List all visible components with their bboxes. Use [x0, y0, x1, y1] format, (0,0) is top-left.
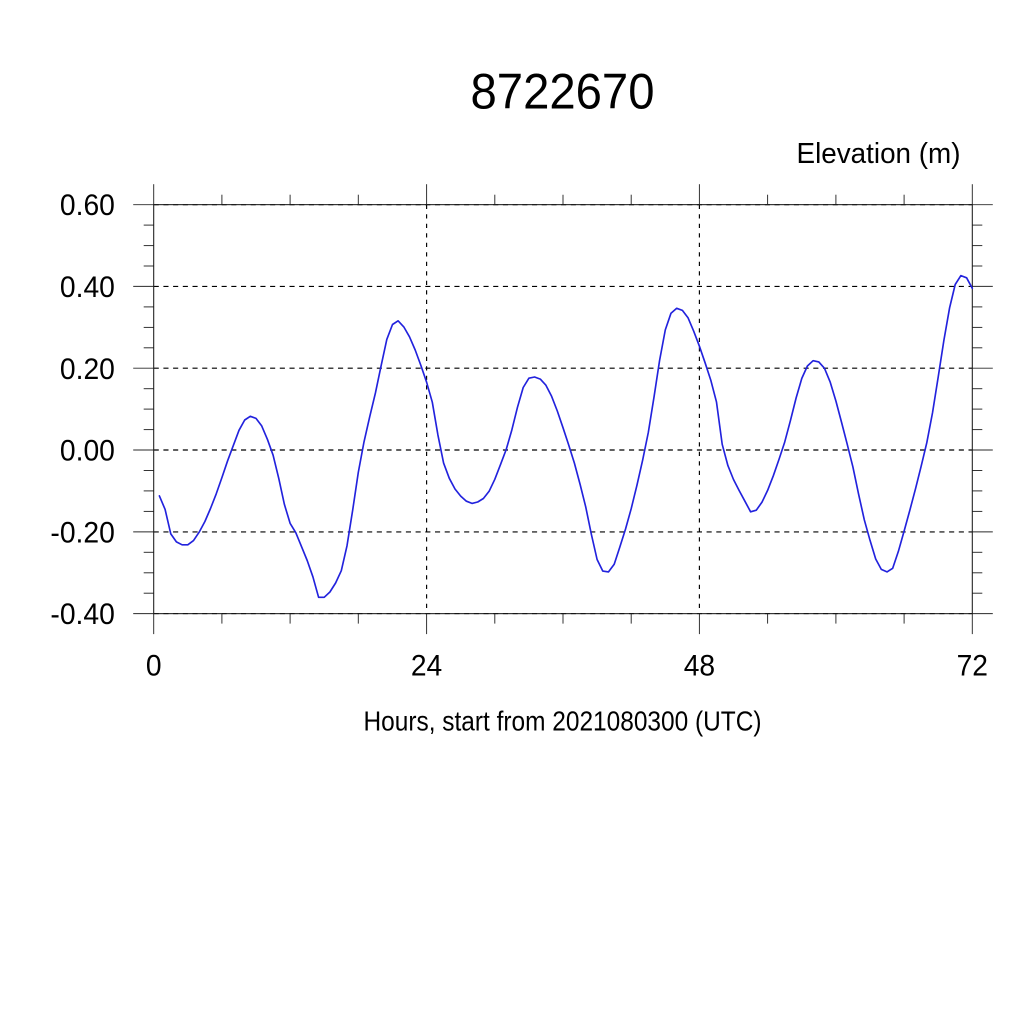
svg-text:72: 72: [957, 650, 988, 683]
svg-text:24: 24: [411, 650, 442, 683]
svg-text:0.60: 0.60: [60, 189, 115, 222]
svg-text:-0.40: -0.40: [50, 598, 115, 631]
svg-text:48: 48: [684, 650, 715, 683]
svg-text:0: 0: [146, 650, 162, 683]
svg-text:Hours, start from 2021080300 (: Hours, start from 2021080300 (UTC): [364, 706, 762, 737]
svg-text:8722670: 8722670: [471, 63, 655, 120]
svg-text:0.20: 0.20: [60, 353, 115, 386]
svg-text:Elevation (m): Elevation (m): [797, 138, 961, 170]
svg-text:0.00: 0.00: [60, 435, 115, 468]
svg-text:-0.20: -0.20: [50, 517, 115, 550]
svg-text:0.40: 0.40: [60, 271, 115, 304]
